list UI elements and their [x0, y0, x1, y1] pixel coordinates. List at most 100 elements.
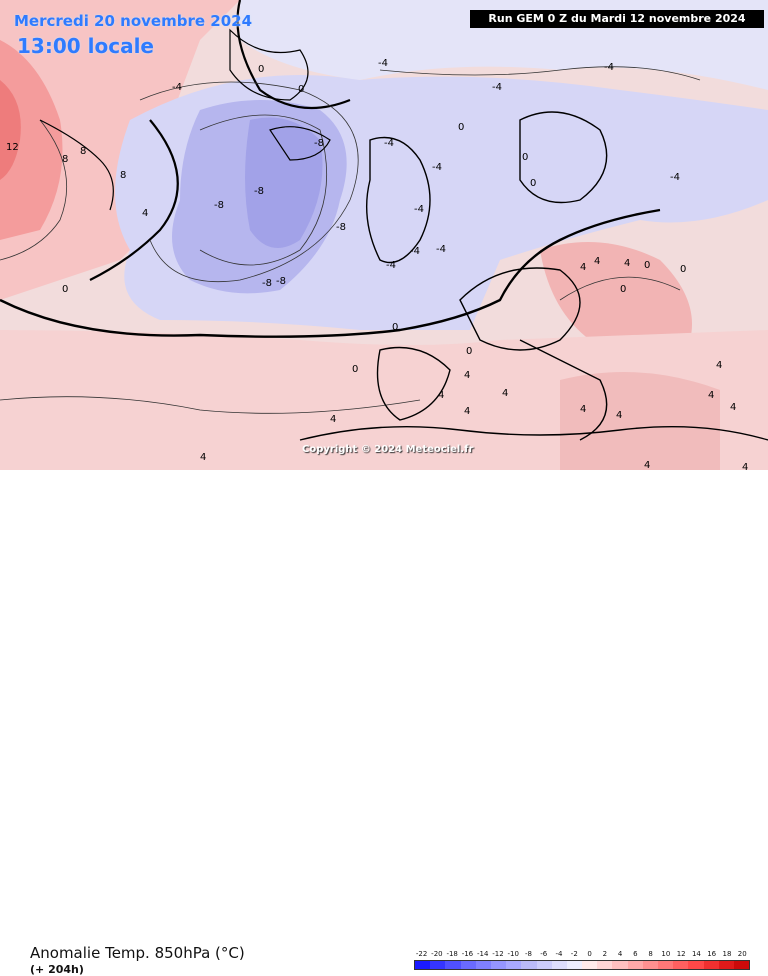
legend-label: 4: [617, 950, 623, 958]
contour-label: -8: [336, 222, 346, 233]
contour-label: 0: [530, 178, 536, 189]
legend-label: 8: [648, 950, 653, 958]
legend-label: -20: [431, 950, 443, 958]
contour-label: 0: [392, 322, 398, 333]
contour-label: 8: [80, 146, 86, 157]
contour-label: 4: [644, 460, 650, 470]
legend-label: -22: [415, 950, 428, 958]
coastline-svalbard: [229, 28, 309, 101]
coastline-british-isles: [366, 136, 431, 264]
legend-label: 2: [602, 950, 608, 958]
legend-swatch: [733, 961, 750, 969]
contour-label: 0: [644, 260, 650, 271]
forecast-time: 13:00 locale: [17, 34, 154, 58]
legend-swatch: [551, 961, 567, 969]
contour-label: 4: [708, 390, 714, 401]
legend-label: -4: [555, 950, 563, 958]
anomaly-map: -4 -4 -4 -4 -8 -8 -8 -8 -8 -8 -4 -4 -4 -4 -4 -4 -4 0 0 0 0 0 0…: [0, 0, 768, 470]
run-banner: Run GEM 0 Z du Mardi 12 novembre 2024: [470, 10, 764, 28]
contour-label: 4: [594, 256, 600, 267]
legend-swatch: [506, 961, 522, 969]
legend-label: -14: [476, 950, 489, 958]
legend-swatch: [430, 961, 446, 969]
legend-label: 18: [722, 950, 732, 958]
contour-label: -4: [670, 172, 680, 183]
legend-label: -10: [507, 950, 519, 958]
contour-label: 12: [6, 142, 19, 153]
legend-swatch: [475, 961, 491, 969]
contour-europe: [559, 276, 681, 301]
legend-swatch: [703, 961, 719, 969]
contour-label: 4: [464, 406, 470, 417]
contour-label: 0: [680, 264, 686, 275]
legend-label: -16: [461, 950, 474, 958]
warm-zone-west: [0, 0, 240, 300]
legend-label: 6: [633, 950, 638, 958]
legend-swatch: [658, 961, 674, 969]
coastline-scandinavia: [519, 111, 608, 204]
contour-label-layer: -4 -4 -4 -4 -8 -8 -8 -8 -8 -8 -4 -4 -4 -4 -4 -4 -4 0 0 0 0 0 0…: [6, 58, 748, 470]
legend-color-bar: [414, 960, 750, 970]
contour-label: 4: [716, 360, 722, 371]
contour-label: 0: [62, 284, 68, 295]
map-canvas: -4 -4 -4 -4 -8 -8 -8 -8 -8 -8 -4 -4 -4 -4 -4 -4 -4 0 0 0 0 0 0…: [0, 0, 768, 470]
legend-swatch: [490, 961, 507, 969]
legend-swatch: [673, 961, 689, 969]
legend-label: -8: [525, 950, 532, 958]
contour-label: 0: [620, 284, 626, 295]
legend-label: 20: [737, 950, 747, 958]
contour-label: 0: [458, 122, 464, 133]
legend-swatch: [415, 961, 431, 969]
warm-peak-greenland: [0, 80, 21, 180]
greenland-coast-contour: [89, 119, 179, 281]
map-title: Anomalie Temp. 850hPa (°C): [30, 944, 245, 962]
contour-label: 0: [298, 84, 304, 95]
contour-north-1: [379, 66, 701, 81]
contour-label: -8: [262, 278, 272, 289]
zero-isotherm: [0, 208, 661, 338]
coastline-iberia: [376, 346, 451, 421]
coastline-italy: [519, 339, 608, 441]
legend-swatch: [536, 961, 552, 969]
legend-label: 0: [587, 950, 592, 958]
contour-label: 4: [616, 410, 622, 421]
contour-label: 4: [742, 462, 748, 470]
contour-label: -8: [276, 276, 286, 287]
contour-label: 4: [502, 388, 508, 399]
contour-label: 4: [200, 452, 206, 463]
contour-label: 4: [730, 402, 736, 413]
contour-minus-4: [139, 81, 359, 283]
footer-panel: Anomalie Temp. 850hPa (°C) (+ 204h) -22-…: [0, 470, 768, 976]
legend-swatch: [582, 961, 598, 969]
contour-label: -4: [604, 62, 614, 73]
contour-label: -4: [172, 82, 182, 93]
contour-minus-8: [199, 114, 328, 266]
warm-zone-africa: [560, 372, 720, 470]
contour-label: 8: [62, 154, 68, 165]
warm-core-greenland: [0, 40, 63, 240]
legend-label: 10: [661, 950, 671, 958]
forecast-date: Mercredi 20 novembre 2024: [14, 12, 253, 30]
legend-label: -18: [446, 950, 458, 958]
coastline-north-africa: [299, 425, 768, 441]
legend-swatch: [612, 961, 628, 969]
contour-label: 0: [352, 364, 358, 375]
contour-label: 4: [330, 414, 336, 425]
copyright-notice: Copyright © 2024 Meteociel.fr: [302, 444, 474, 455]
contour-label: -4: [386, 260, 396, 271]
legend-swatch: [642, 961, 658, 969]
contour-south: [0, 396, 421, 414]
contour-label: 4: [438, 390, 444, 401]
warm-zone-europe: [540, 242, 692, 350]
contour-label: -4: [492, 82, 502, 93]
legend-label: -6: [540, 950, 548, 958]
coastline-france: [459, 267, 581, 351]
legend-swatch: [597, 961, 613, 969]
legend-swatch: [688, 961, 704, 969]
contour-label: 4: [624, 258, 630, 269]
contour-label: -8: [254, 186, 264, 197]
legend-label: 12: [676, 950, 686, 958]
contour-label: -4: [384, 138, 394, 149]
coastline-greenland-east: [39, 119, 114, 211]
contour-label: 0: [258, 64, 264, 75]
